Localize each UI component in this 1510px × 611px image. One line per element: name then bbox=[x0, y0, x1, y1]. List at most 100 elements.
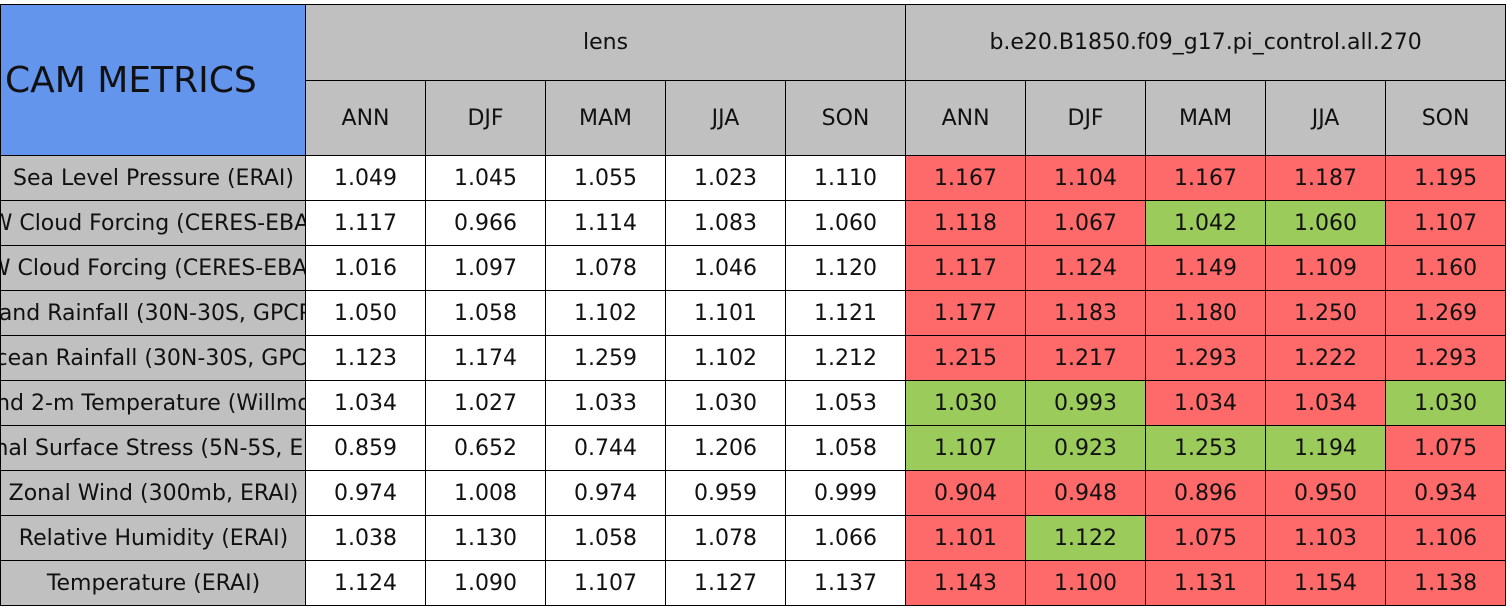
lens-value: 1.049 bbox=[305, 155, 426, 201]
data-row: Land 2-m Temperature (Willmott)1.0341.02… bbox=[0, 380, 1507, 426]
control-value: 0.948 bbox=[1025, 470, 1147, 516]
control-value: 1.215 bbox=[905, 335, 1027, 381]
lens-value: 1.053 bbox=[784, 380, 907, 426]
control-value: 1.149 bbox=[1145, 245, 1267, 291]
lens-value: 0.859 bbox=[305, 425, 426, 471]
data-row: Sea Level Pressure (ERAI) 1.049 1.045 1.055… bbox=[0, 155, 1507, 201]
lens-value: 1.259 bbox=[545, 335, 666, 381]
lens-value: 1.101 bbox=[665, 290, 786, 336]
lens-value: 1.130 bbox=[425, 515, 546, 561]
row-label: Zonal Surface Stress (5N-5S, ERS) bbox=[2, 435, 305, 461]
control-value: 1.075 bbox=[1385, 425, 1507, 471]
lens-value: 1.058 bbox=[784, 425, 907, 471]
control-value: 1.167 bbox=[1145, 155, 1267, 201]
control-value: 1.253 bbox=[1145, 425, 1267, 471]
season-header: SON bbox=[1385, 80, 1507, 156]
control-value: 1.177 bbox=[905, 290, 1027, 336]
season-header: ANN bbox=[305, 80, 426, 156]
season-header: JJA bbox=[665, 80, 786, 156]
lens-value: 0.974 bbox=[305, 470, 426, 516]
row-label-box: Temperature (ERAI) bbox=[2, 571, 305, 596]
control-value: 1.138 bbox=[1385, 560, 1507, 606]
control-value: 1.117 bbox=[905, 245, 1027, 291]
lens-value: 0.999 bbox=[784, 470, 907, 516]
row-label-cell: Temperature (ERAI) bbox=[0, 560, 306, 606]
control-value: 1.222 bbox=[1265, 335, 1387, 381]
lens-value: 1.023 bbox=[665, 155, 786, 201]
lens-value: 1.045 bbox=[425, 155, 546, 201]
control-value: 1.269 bbox=[1385, 290, 1507, 336]
row-label: SW Cloud Forcing (CERES-EBAF) bbox=[2, 210, 305, 236]
control-value: 1.293 bbox=[1385, 335, 1507, 381]
control-value: 1.107 bbox=[1385, 200, 1507, 246]
control-value: 1.160 bbox=[1385, 245, 1507, 291]
data-row: Land Rainfall (30N-30S, GPCP) 1.050 1.058 1… bbox=[0, 290, 1507, 336]
season-header: JJA bbox=[1265, 80, 1387, 156]
control-value: 1.101 bbox=[905, 515, 1027, 561]
control-value: 1.194 bbox=[1265, 425, 1387, 471]
lens-value: 0.974 bbox=[545, 470, 666, 516]
control-value: 1.118 bbox=[905, 200, 1027, 246]
row-label: LW Cloud Forcing (CERES-EBAF) bbox=[2, 255, 305, 281]
lens-value: 1.046 bbox=[665, 245, 786, 291]
control-value: 1.143 bbox=[905, 560, 1027, 606]
lens-value: 1.097 bbox=[425, 245, 546, 291]
row-label-box: Zonal Surface Stress (5N-5S, ERS) bbox=[2, 435, 305, 461]
data-row: Ocean Rainfall (30N-30S, GPCP)1.1231.174… bbox=[0, 335, 1507, 381]
data-row: Zonal Wind (300mb, ERAI) 0.974 1.008 0.974 0… bbox=[0, 470, 1507, 516]
lens-value: 0.966 bbox=[425, 200, 546, 246]
control-value: 0.950 bbox=[1265, 470, 1387, 516]
row-label-box: Land 2-m Temperature (Willmott) bbox=[2, 390, 305, 416]
control-value: 1.131 bbox=[1145, 560, 1267, 606]
control-value: 1.042 bbox=[1145, 200, 1267, 246]
season-header: ANN bbox=[905, 80, 1027, 156]
row-label-box: LW Cloud Forcing (CERES-EBAF) bbox=[2, 255, 305, 281]
lens-value: 1.033 bbox=[545, 380, 666, 426]
lens-value: 1.117 bbox=[305, 200, 426, 246]
row-label: Ocean Rainfall (30N-30S, GPCP) bbox=[2, 345, 306, 371]
lens-value: 1.083 bbox=[665, 200, 786, 246]
control-value: 1.103 bbox=[1265, 515, 1387, 561]
control-value: 1.107 bbox=[905, 425, 1027, 471]
row-label-cell: Land 2-m Temperature (Willmott) bbox=[0, 380, 306, 426]
row-label: Land Rainfall (30N-30S, GPCP) bbox=[1, 300, 306, 326]
row-label-box: SW Cloud Forcing (CERES-EBAF) bbox=[2, 210, 305, 236]
season-header: MAM bbox=[1145, 80, 1267, 156]
control-value: 1.124 bbox=[1025, 245, 1147, 291]
control-value: 1.250 bbox=[1265, 290, 1387, 336]
control-value: 1.180 bbox=[1145, 290, 1267, 336]
season-header: SON bbox=[784, 80, 907, 156]
control-value: 1.167 bbox=[905, 155, 1027, 201]
lens-value: 1.121 bbox=[784, 290, 907, 336]
lens-value: 1.008 bbox=[425, 470, 546, 516]
control-value: 0.896 bbox=[1145, 470, 1267, 516]
control-value: 1.187 bbox=[1265, 155, 1387, 201]
lens-value: 1.123 bbox=[305, 335, 426, 381]
control-value: 0.993 bbox=[1025, 380, 1147, 426]
lens-value: 1.114 bbox=[545, 200, 666, 246]
control-value: 1.034 bbox=[1145, 380, 1267, 426]
row-label-cell: Relative Humidity (ERAI) bbox=[0, 515, 306, 561]
control-value: 1.104 bbox=[1025, 155, 1147, 201]
control-value: 0.923 bbox=[1025, 425, 1147, 471]
row-label-box: Land Rainfall (30N-30S, GPCP) bbox=[1, 300, 306, 326]
control-value: 1.293 bbox=[1145, 335, 1267, 381]
row-label: Zonal Wind (300mb, ERAI) bbox=[8, 480, 299, 506]
lens-value: 1.127 bbox=[665, 560, 786, 606]
row-label: Land 2-m Temperature (Willmott) bbox=[2, 390, 305, 416]
lens-value: 1.090 bbox=[425, 560, 546, 606]
season-row: ANN DJF MAM JJA SON ANN DJF MAM JJA SON bbox=[1, 80, 1507, 156]
row-label-cell: Land Rainfall (30N-30S, GPCP) bbox=[0, 290, 306, 336]
lens-value: 1.206 bbox=[665, 425, 786, 471]
metrics-table-wrap: CAM METRICS lens b.e20.B1850.f09_g17.pi_co… bbox=[0, 4, 1507, 606]
lens-value: 1.038 bbox=[305, 515, 426, 561]
control-value: 1.100 bbox=[1025, 560, 1147, 606]
lens-value: 1.124 bbox=[305, 560, 426, 606]
lens-value: 1.102 bbox=[665, 335, 786, 381]
lens-value: 1.055 bbox=[545, 155, 666, 201]
lens-value: 1.174 bbox=[425, 335, 546, 381]
lens-value: 1.030 bbox=[665, 380, 786, 426]
lens-value: 1.058 bbox=[425, 290, 546, 336]
control-value: 1.030 bbox=[905, 380, 1027, 426]
lens-value: 1.066 bbox=[784, 515, 907, 561]
